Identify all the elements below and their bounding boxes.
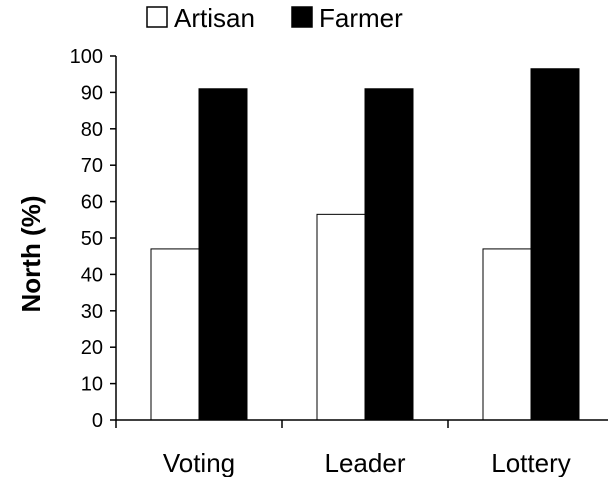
bar-farmer-leader — [364, 88, 414, 421]
y-tick-label-90: 90 — [81, 82, 103, 104]
y-axis-label: North (%) — [16, 196, 46, 313]
y-tick-label-70: 70 — [81, 155, 103, 177]
x-axis-ticks — [115, 420, 449, 428]
bar-farmer-lottery — [530, 68, 580, 421]
y-tick-label-30: 30 — [81, 301, 103, 323]
legend-swatch-farmer — [291, 6, 313, 28]
y-tick-label-20: 20 — [81, 337, 103, 359]
bar-artisan-lottery — [482, 248, 532, 421]
legend-swatch-artisan — [146, 6, 168, 28]
x-tick-label-voting: Voting — [163, 448, 235, 477]
y-tick-label-0: 0 — [92, 410, 103, 432]
x-tick-label-leader: Leader — [325, 448, 406, 477]
bar-farmer-voting — [198, 88, 248, 421]
x-tick-label-lottery: Lottery — [491, 448, 571, 477]
bar-artisan-leader — [316, 213, 366, 421]
legend-label-farmer: Farmer — [319, 3, 403, 33]
legend: Artisan Farmer — [146, 3, 403, 33]
y-tick-label-50: 50 — [81, 228, 103, 250]
bars — [150, 68, 580, 421]
y-tick-label-40: 40 — [81, 264, 103, 286]
y-axis-ticks: 0 10 20 30 40 50 60 70 80 90 100 — [70, 46, 116, 432]
x-axis-labels: Voting Leader Lottery — [163, 448, 571, 477]
legend-label-artisan: Artisan — [174, 3, 255, 33]
y-tick-label-100: 100 — [70, 46, 103, 68]
y-tick-label-60: 60 — [81, 192, 103, 214]
y-tick-label-10: 10 — [81, 374, 103, 396]
bar-artisan-voting — [150, 248, 200, 421]
y-tick-label-80: 80 — [81, 119, 103, 141]
